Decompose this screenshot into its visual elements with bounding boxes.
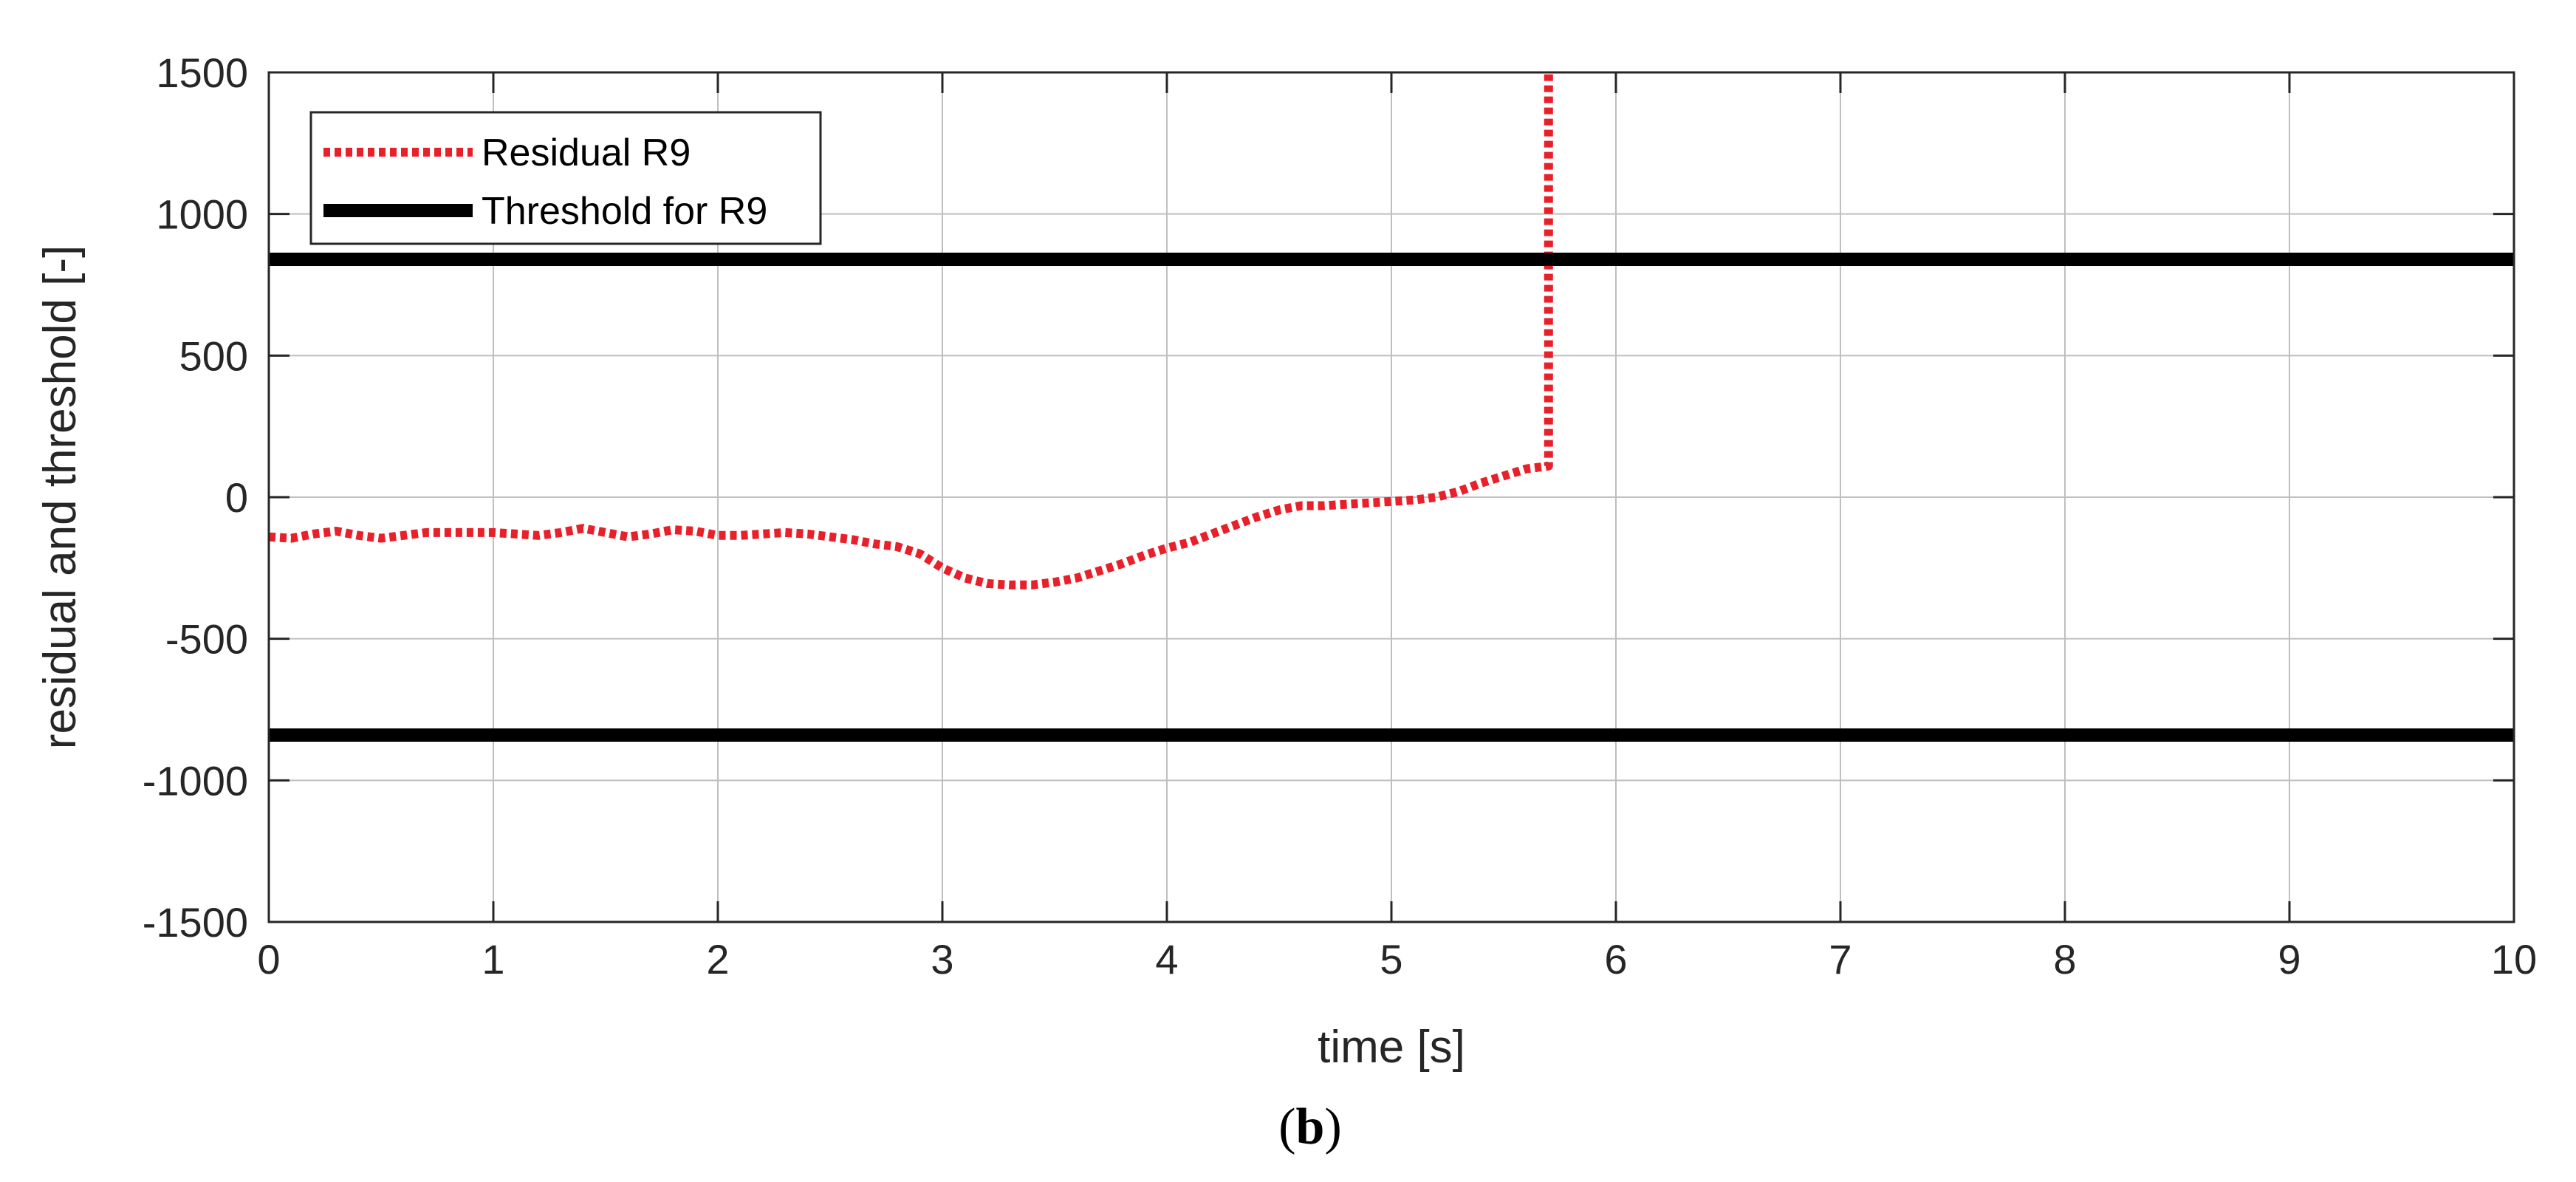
y-tick-label: -1000 — [143, 757, 248, 804]
legend-box — [309, 111, 822, 245]
y-tick-label: -500 — [165, 616, 248, 663]
y-tick-label: 500 — [179, 332, 248, 379]
x-tick-label: 10 — [2491, 936, 2537, 983]
x-axis-title: time [s] — [1318, 1022, 1465, 1073]
x-tick-label: 4 — [1155, 936, 1178, 983]
y-tick-label: 1500 — [156, 49, 248, 96]
legend-label-residual: Residual R9 — [482, 131, 691, 174]
x-tick-label: 1 — [482, 936, 504, 983]
y-axis-title: residual and threshold [-] — [35, 245, 86, 749]
legend: Residual R9 Threshold for R9 — [309, 111, 822, 245]
y-tick-label: 0 — [225, 474, 248, 521]
panel-label-letter: b — [1296, 1099, 1325, 1155]
axes-frame — [267, 71, 2515, 923]
x-tick-label: 2 — [706, 936, 729, 983]
x-tick-label: 5 — [1380, 936, 1402, 983]
tick-labels: 0 1 2 3 4 5 6 7 8 9 10 1500 1000 500 0 -500 -1000 -1500 — [143, 49, 2537, 983]
x-tick-label: 3 — [931, 936, 953, 983]
panel-label: (b) — [1278, 1099, 1342, 1155]
y-tick-label: 1000 — [156, 191, 248, 238]
x-tick-label: 0 — [257, 936, 280, 983]
panel-label-open: ( — [1278, 1099, 1295, 1155]
x-tick-label: 8 — [2053, 936, 2076, 983]
x-tick-label: 6 — [1604, 936, 1627, 983]
y-tick-label: -1500 — [143, 899, 248, 946]
x-tick-label: 9 — [2278, 936, 2301, 983]
legend-label-threshold: Threshold for R9 — [482, 190, 767, 233]
x-tick-label: 7 — [1829, 936, 1852, 983]
series-layer — [268, 72, 2514, 742]
panel-label-close: ) — [1324, 1099, 1341, 1155]
residual-r9-line — [268, 72, 1553, 590]
